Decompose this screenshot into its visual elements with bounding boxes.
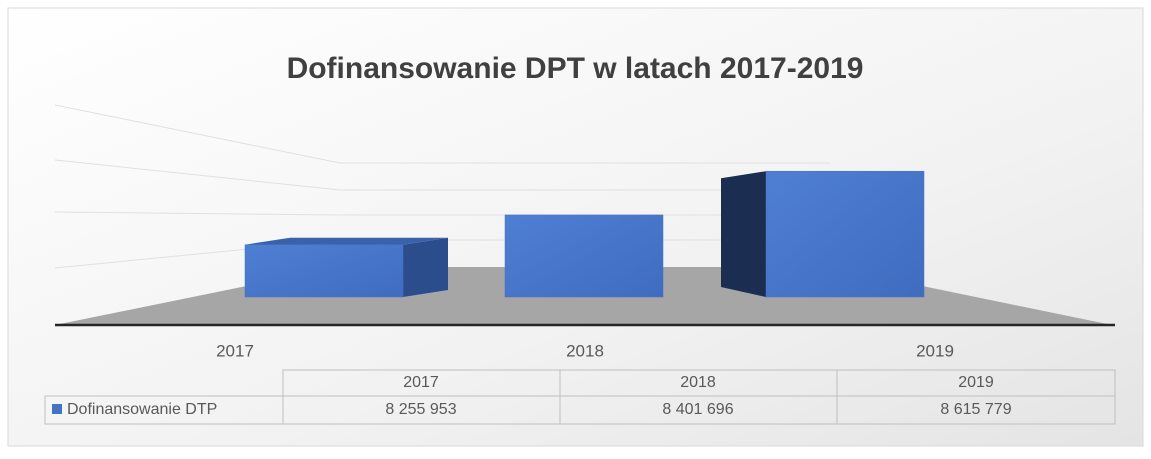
table-header: 2018 [680,374,716,391]
chart-title: Dofinansowanie DPT w latach 2017-2019 [287,52,864,85]
bar [244,244,404,298]
x-tick-label: 2017 [216,341,254,360]
legend-label: Dofinansowanie DTP [67,401,217,418]
bar [765,170,925,298]
bar-side [403,237,448,297]
x-tick-label: 2019 [916,341,954,360]
x-tick-label: 2018 [566,341,604,360]
table-header: 2019 [958,374,994,391]
legend-swatch [52,404,62,414]
table-value: 8 401 696 [662,401,733,418]
table-header: 2017 [403,374,439,391]
bar [504,214,664,298]
bar-side [721,171,766,297]
table-value: 8 255 953 [385,401,456,418]
data-table [44,369,1116,425]
table-value: 8 615 779 [940,401,1011,418]
bar-top [245,237,448,245]
